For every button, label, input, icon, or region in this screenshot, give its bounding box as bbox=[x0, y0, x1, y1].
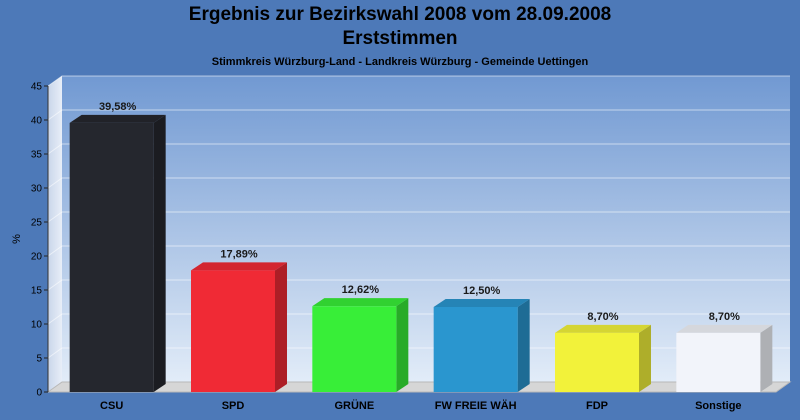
bar-top bbox=[191, 262, 287, 271]
gridline bbox=[47, 313, 790, 325]
bar-top bbox=[676, 324, 773, 333]
data-label: 12,50% bbox=[463, 285, 501, 297]
chart-subtitle: Stimmkreis Würzburg-Land - Landkreis Wür… bbox=[211, 56, 589, 68]
data-label: 12,62% bbox=[342, 284, 380, 296]
bar-side bbox=[639, 324, 651, 392]
bar-side bbox=[396, 298, 409, 392]
gridline bbox=[47, 75, 790, 87]
bar-top bbox=[555, 324, 651, 333]
gridline bbox=[47, 109, 790, 121]
gridline bbox=[47, 143, 790, 155]
y-tick-label: 0 bbox=[36, 388, 42, 399]
bar-side bbox=[153, 114, 166, 392]
bar-side bbox=[517, 299, 530, 392]
y-tick-label: 10 bbox=[31, 320, 43, 331]
y-tick-label: 5 bbox=[36, 354, 42, 365]
y-tick-label: 45 bbox=[31, 82, 43, 93]
gridline bbox=[47, 279, 790, 291]
bar-top bbox=[69, 114, 166, 123]
y-tick-label: 35 bbox=[31, 150, 43, 161]
gridline bbox=[47, 177, 790, 189]
bar bbox=[69, 114, 166, 392]
bar-front bbox=[555, 332, 639, 392]
bar-front bbox=[676, 332, 761, 392]
bar-side bbox=[275, 262, 287, 392]
bar-front bbox=[312, 306, 397, 392]
bar bbox=[433, 299, 530, 392]
bar bbox=[191, 262, 287, 392]
chart-title: Ergebnis zur Bezirkswahl 2008 vom 28.09.… bbox=[188, 4, 612, 25]
y-tick-label: 30 bbox=[31, 184, 43, 195]
x-tick-label: FDP bbox=[586, 400, 608, 412]
data-label: 8,70% bbox=[709, 311, 740, 323]
data-label: 8,70% bbox=[587, 311, 618, 323]
x-tick-label: Sonstige bbox=[695, 400, 741, 412]
bar-front bbox=[191, 270, 275, 392]
bar bbox=[676, 324, 773, 392]
bar-top bbox=[312, 298, 409, 307]
gridline bbox=[47, 211, 790, 223]
chart-title-line2: Erststimmen bbox=[342, 28, 458, 49]
plot-background bbox=[62, 76, 790, 382]
bar bbox=[312, 298, 409, 392]
chart-titles: Ergebnis zur Bezirkswahl 2008 vom 28.09.… bbox=[0, 0, 800, 69]
y-axis-label: % bbox=[11, 234, 23, 244]
gridline bbox=[47, 245, 790, 257]
x-tick-label: SPD bbox=[222, 400, 245, 412]
gridline bbox=[47, 347, 790, 359]
y-tick-label: 15 bbox=[31, 286, 43, 297]
y-tick-label: 20 bbox=[31, 252, 43, 263]
bar-front bbox=[433, 307, 518, 392]
plot-left-wall bbox=[48, 76, 62, 392]
x-tick-label: CSU bbox=[100, 400, 123, 412]
bar bbox=[555, 324, 651, 392]
data-label: 39,58% bbox=[99, 101, 137, 113]
x-tick-label: GRÜNE bbox=[334, 399, 374, 412]
bar-top bbox=[433, 299, 530, 307]
y-tick-label: 40 bbox=[31, 116, 43, 127]
bar-side bbox=[760, 324, 773, 392]
data-label: 17,89% bbox=[220, 248, 258, 260]
x-tick-label: FW FREIE WÄH bbox=[435, 399, 517, 412]
y-tick-label: 25 bbox=[31, 218, 43, 229]
bar-front bbox=[69, 122, 154, 392]
